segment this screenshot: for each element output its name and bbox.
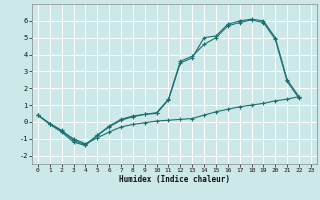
X-axis label: Humidex (Indice chaleur): Humidex (Indice chaleur) xyxy=(119,175,230,184)
